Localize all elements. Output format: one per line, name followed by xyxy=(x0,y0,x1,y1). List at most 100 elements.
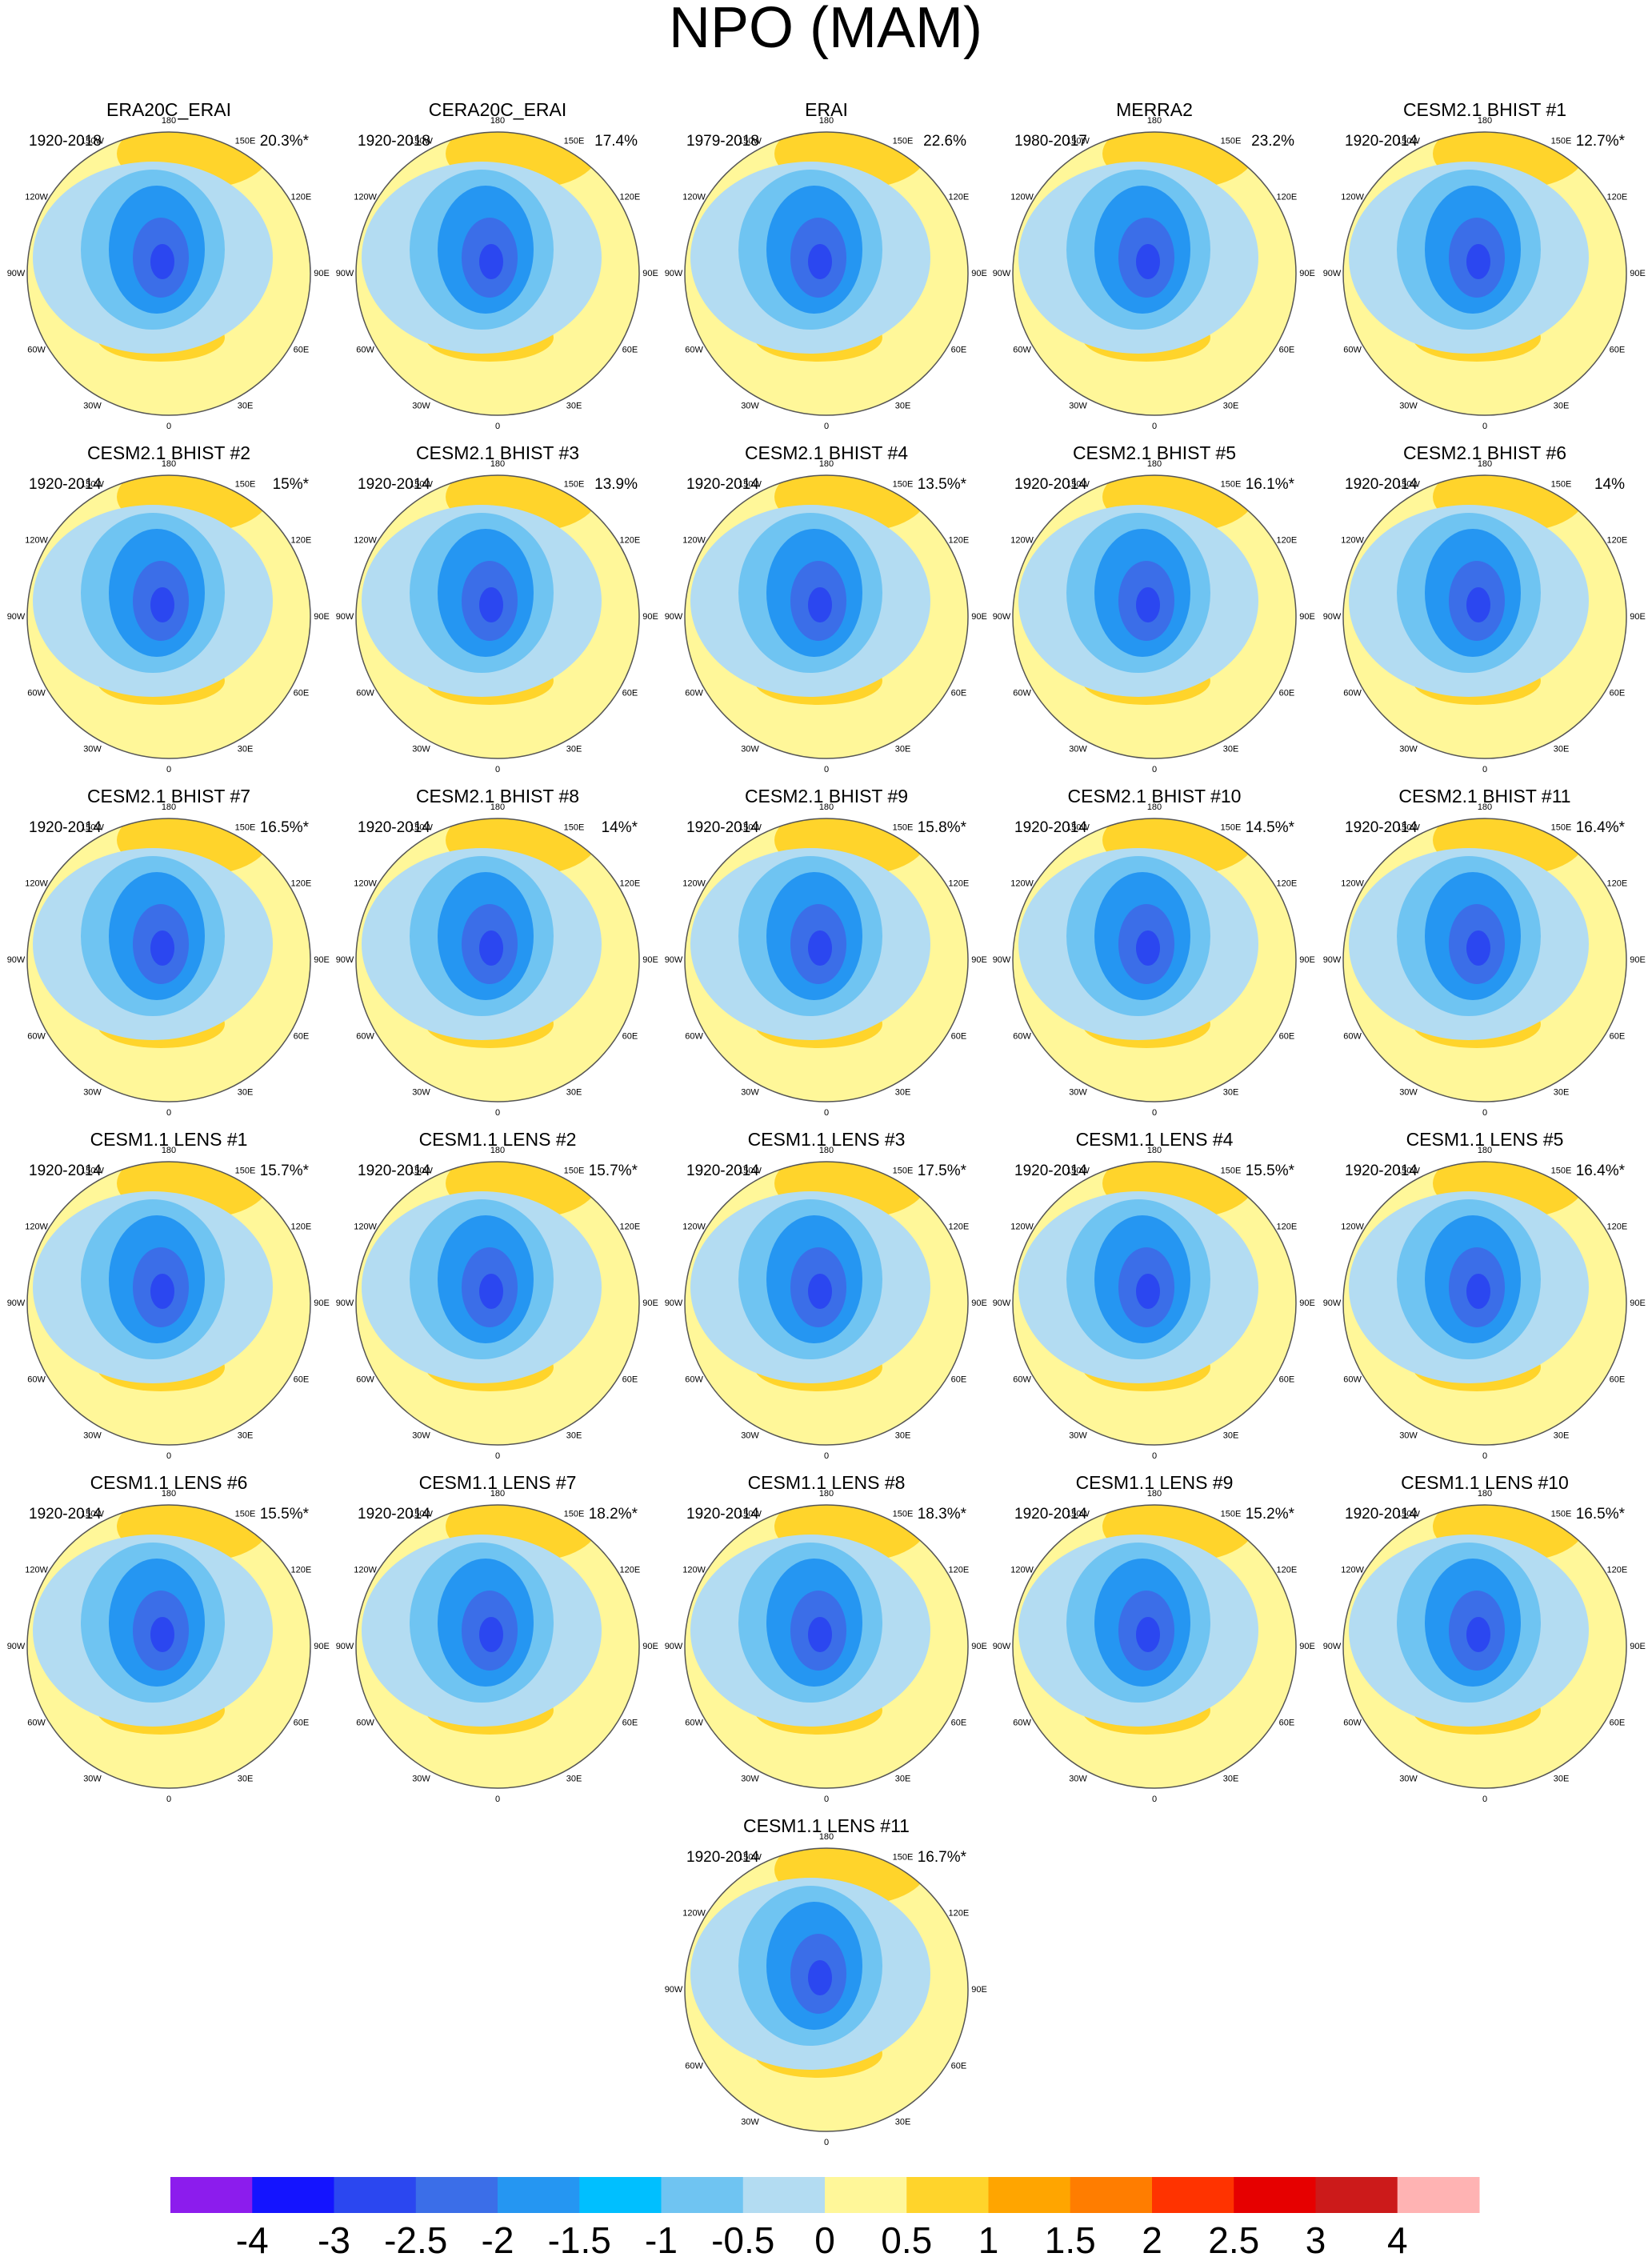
panel-percent: 22.6% xyxy=(923,133,966,150)
longitude-label: 120W xyxy=(354,878,377,888)
longitude-label: 90E xyxy=(1299,269,1315,278)
map-border xyxy=(1012,131,1297,416)
map-panel: CESM2.1 BHIST #10 1920-2014 14.5%* 180 150W 1… xyxy=(993,786,1315,1118)
longitude-label: 120W xyxy=(1010,1565,1034,1575)
map-field xyxy=(356,818,639,1102)
longitude-label: 90W xyxy=(336,955,354,965)
panel-percent: 18.2%* xyxy=(589,1506,638,1523)
longitude-label: 60E xyxy=(622,1718,638,1727)
longitude-label: 120W xyxy=(1010,192,1034,202)
longitude-label: 120W xyxy=(354,1222,377,1231)
panel-period: 1920-2014 xyxy=(686,1849,759,1866)
longitude-label: 60W xyxy=(1013,345,1031,354)
longitude-label: 60E xyxy=(951,688,967,698)
longitude-label: 120E xyxy=(949,1565,970,1575)
longitude-label: 150E xyxy=(564,136,585,146)
panel-percent: 17.5%* xyxy=(918,1163,967,1179)
longitude-label: 180 xyxy=(162,116,176,126)
longitude-label: 30W xyxy=(1069,401,1087,410)
longitude-label: 120E xyxy=(620,535,641,545)
longitude-label: 120E xyxy=(291,1222,312,1231)
map-border xyxy=(1012,474,1297,759)
longitude-label: 30E xyxy=(238,1087,254,1097)
longitude-label: 90E xyxy=(1630,955,1646,965)
longitude-label: 150W xyxy=(410,822,433,832)
longitude-label: 30W xyxy=(1399,744,1418,754)
longitude-label: 30W xyxy=(412,1431,430,1440)
panel-percent: 15.2%* xyxy=(1246,1506,1295,1523)
longitude-label: 150W xyxy=(81,822,104,832)
longitude-label: 0 xyxy=(1482,765,1487,774)
longitude-label: 180 xyxy=(819,802,834,812)
panel-title: CESM1.1 LENS #1 xyxy=(90,1129,248,1150)
colorbar-box xyxy=(498,2177,580,2213)
contour-region xyxy=(479,1274,503,1309)
map-field xyxy=(356,475,639,758)
longitude-label: 150W xyxy=(738,479,762,489)
longitude-label: 30E xyxy=(895,744,911,754)
longitude-label: 150E xyxy=(893,1509,914,1519)
longitude-label: 120W xyxy=(25,1565,48,1575)
map-border xyxy=(355,474,640,759)
longitude-label: 60W xyxy=(356,345,374,354)
map-panel: MERRA2 1980-2017 23.2% 180 150W 150E 120W 120E 9… xyxy=(993,99,1315,431)
longitude-label: 60W xyxy=(1343,345,1362,354)
longitude-label: 60E xyxy=(294,1031,310,1041)
longitude-label: 30E xyxy=(566,1431,582,1440)
colorbar-box xyxy=(334,2177,417,2213)
map-border xyxy=(684,818,969,1102)
map-panel: CESM2.1 BHIST #7 1920-2014 16.5%* 180 150W 15… xyxy=(7,786,330,1118)
map-border xyxy=(26,1161,311,1446)
panel-title: CESM1.1 LENS #10 xyxy=(1401,1472,1569,1493)
map-panel: CESM2.1 BHIST #6 1920-2014 14% 180 150W 150E 1… xyxy=(1323,442,1646,774)
longitude-label: 120E xyxy=(1277,192,1298,202)
longitude-label: 150W xyxy=(410,1166,433,1175)
longitude-label: 30W xyxy=(1069,1774,1087,1783)
longitude-label: 90W xyxy=(665,1642,683,1651)
map-border xyxy=(26,474,311,759)
colorbar-box xyxy=(1070,2177,1153,2213)
longitude-label: 120E xyxy=(620,1222,641,1231)
longitude-label: 90E xyxy=(314,269,330,278)
longitude-label: 60W xyxy=(685,345,703,354)
longitude-label: 60E xyxy=(622,345,638,354)
panel-percent: 16.4%* xyxy=(1576,819,1626,836)
longitude-label: 0 xyxy=(824,1451,829,1461)
map-panel: CESM1.1 LENS #4 1920-2014 15.5%* 180 150W 150… xyxy=(993,1129,1315,1461)
longitude-label: 120E xyxy=(1607,878,1628,888)
colorbar-label: -0.5 xyxy=(711,2219,774,2261)
longitude-label: 90W xyxy=(336,269,354,278)
longitude-label: 60E xyxy=(1610,688,1626,698)
longitude-label: 180 xyxy=(1478,1146,1492,1155)
map-panel: CESM1.1 LENS #3 1920-2014 17.5%* 180 150W 150… xyxy=(665,1129,987,1461)
contour-region xyxy=(150,930,174,966)
longitude-label: 150W xyxy=(738,1509,762,1519)
panel-percent: 15.5%* xyxy=(260,1506,310,1523)
longitude-label: 120E xyxy=(620,1565,641,1575)
longitude-label: 150E xyxy=(893,479,914,489)
colorbar-box xyxy=(1152,2177,1234,2213)
longitude-label: 150E xyxy=(235,479,256,489)
contour-region xyxy=(150,244,174,279)
panel-period: 1920-2014 xyxy=(358,1506,430,1523)
longitude-label: 60W xyxy=(685,1718,703,1727)
colorbar-box xyxy=(1397,2177,1480,2213)
longitude-label: 30E xyxy=(1223,1774,1239,1783)
map-field xyxy=(1343,1505,1626,1788)
longitude-label: 150W xyxy=(1066,136,1090,146)
map-field xyxy=(27,132,310,415)
longitude-label: 180 xyxy=(1478,459,1492,469)
panel-percent: 16.1%* xyxy=(1246,476,1295,493)
map-panel: CESM1.1 LENS #11 1920-2014 16.7%* 180 150W 15… xyxy=(665,1815,987,2147)
longitude-label: 60E xyxy=(951,345,967,354)
map-border xyxy=(1342,1161,1627,1446)
colorbar-label: -2 xyxy=(482,2219,514,2261)
longitude-label: 120W xyxy=(1341,1565,1364,1575)
map-panel: CESM1.1 LENS #1 1920-2014 15.7%* 180 150W 150… xyxy=(7,1129,330,1461)
longitude-label: 120W xyxy=(354,1565,377,1575)
panel-title: CESM1.1 LENS #8 xyxy=(748,1472,906,1493)
longitude-label: 150W xyxy=(738,1166,762,1175)
map-border xyxy=(684,1504,969,1789)
map-panel: CESM1.1 LENS #7 1920-2014 18.2%* 180 150W 150… xyxy=(336,1472,658,1804)
panel-title: CESM1.1 LENS #4 xyxy=(1076,1129,1234,1150)
